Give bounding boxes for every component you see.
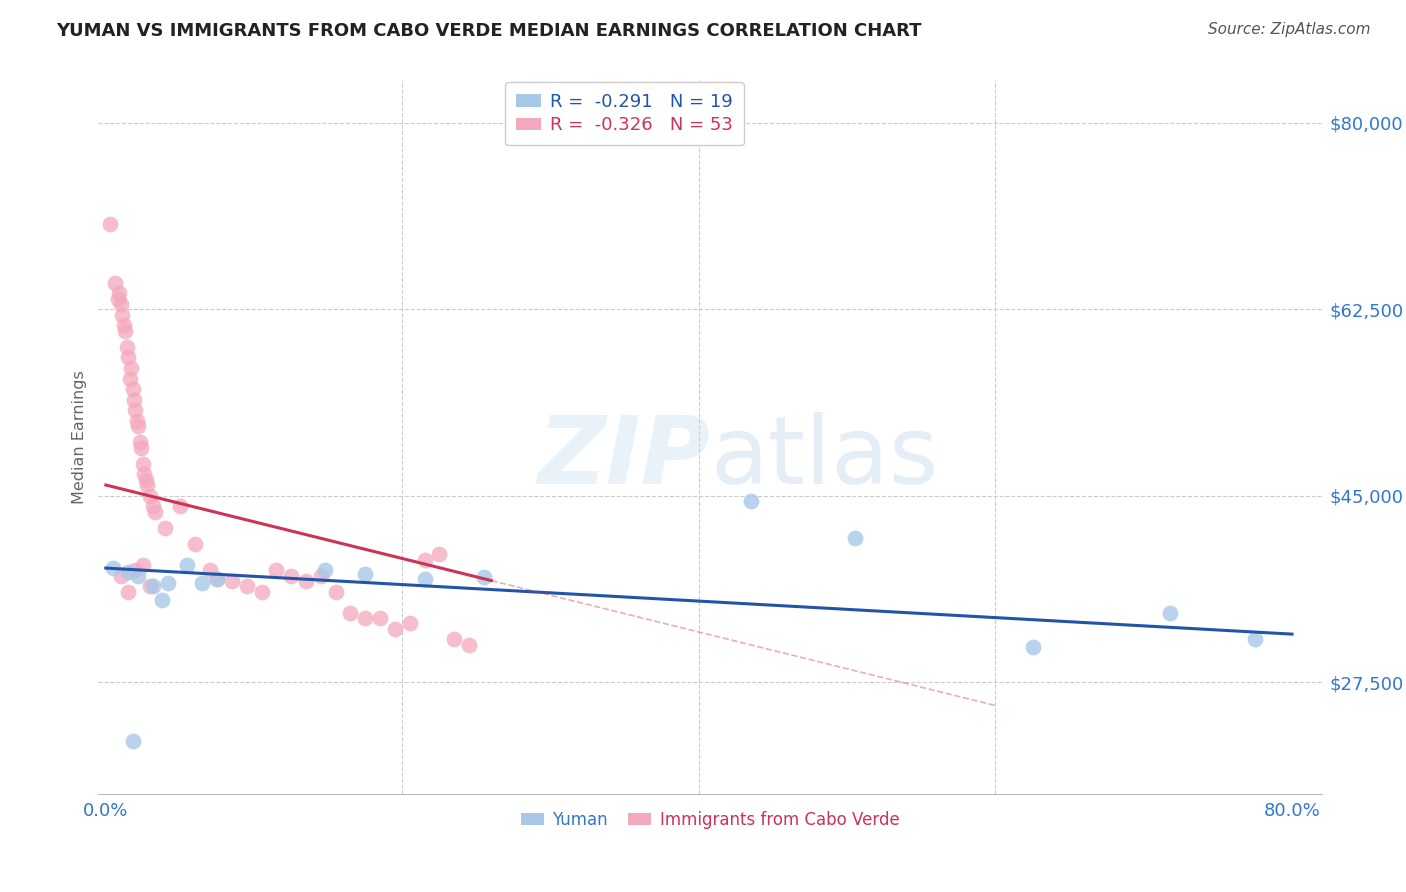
Text: atlas: atlas <box>710 412 938 505</box>
Point <box>472 569 495 583</box>
Point <box>458 638 481 652</box>
Point <box>131 441 153 455</box>
Point <box>398 616 420 631</box>
Point <box>103 561 125 575</box>
Point <box>198 563 221 577</box>
Point <box>117 566 139 580</box>
Point <box>384 622 406 636</box>
Point <box>132 558 155 572</box>
Point <box>250 584 273 599</box>
Point <box>129 435 152 450</box>
Point <box>110 297 132 311</box>
Point <box>295 574 318 588</box>
Point <box>413 552 436 566</box>
Point <box>153 520 176 534</box>
Point <box>139 579 162 593</box>
Point <box>139 489 162 503</box>
Point <box>122 392 145 407</box>
Point <box>142 500 165 514</box>
Point <box>354 567 377 582</box>
Point <box>108 286 131 301</box>
Point <box>429 547 451 561</box>
Point <box>1244 632 1267 647</box>
Point <box>135 473 157 487</box>
Point <box>98 217 121 231</box>
Point <box>368 611 391 625</box>
Point <box>104 276 127 290</box>
Point <box>117 350 139 364</box>
Point <box>124 563 146 577</box>
Point <box>339 606 361 620</box>
Point <box>205 572 228 586</box>
Point <box>1159 606 1181 620</box>
Point <box>221 574 243 588</box>
Point <box>125 414 148 428</box>
Point <box>740 494 762 508</box>
Point <box>136 478 159 492</box>
Point <box>413 572 436 586</box>
Point <box>150 593 173 607</box>
Point <box>325 584 347 599</box>
Legend: Yuman, Immigrants from Cabo Verde: Yuman, Immigrants from Cabo Verde <box>515 805 905 836</box>
Point <box>121 382 143 396</box>
Point <box>127 568 149 582</box>
Point <box>117 584 139 599</box>
Point <box>235 579 257 593</box>
Point <box>443 632 465 647</box>
Point <box>111 308 134 322</box>
Point <box>115 340 138 354</box>
Text: Source: ZipAtlas.com: Source: ZipAtlas.com <box>1208 22 1371 37</box>
Point <box>127 419 149 434</box>
Point <box>132 457 155 471</box>
Point <box>134 467 156 482</box>
Point <box>1021 640 1043 654</box>
Point <box>143 505 166 519</box>
Point <box>121 733 143 747</box>
Point <box>110 568 132 582</box>
Point <box>169 500 191 514</box>
Point <box>844 531 866 545</box>
Point <box>142 579 165 593</box>
Text: ZIP: ZIP <box>537 412 710 505</box>
Point <box>314 563 336 577</box>
Point <box>184 536 207 550</box>
Point <box>120 360 142 375</box>
Point <box>114 324 136 338</box>
Point <box>266 563 288 577</box>
Y-axis label: Median Earnings: Median Earnings <box>72 370 87 504</box>
Point <box>176 558 198 572</box>
Point <box>280 568 302 582</box>
Point <box>118 371 141 385</box>
Point <box>205 572 228 586</box>
Point <box>309 568 332 582</box>
Point <box>112 318 135 333</box>
Point <box>157 576 180 591</box>
Text: YUMAN VS IMMIGRANTS FROM CABO VERDE MEDIAN EARNINGS CORRELATION CHART: YUMAN VS IMMIGRANTS FROM CABO VERDE MEDI… <box>56 22 922 40</box>
Point <box>354 611 377 625</box>
Point <box>107 292 129 306</box>
Point <box>191 576 214 591</box>
Point <box>124 403 146 417</box>
